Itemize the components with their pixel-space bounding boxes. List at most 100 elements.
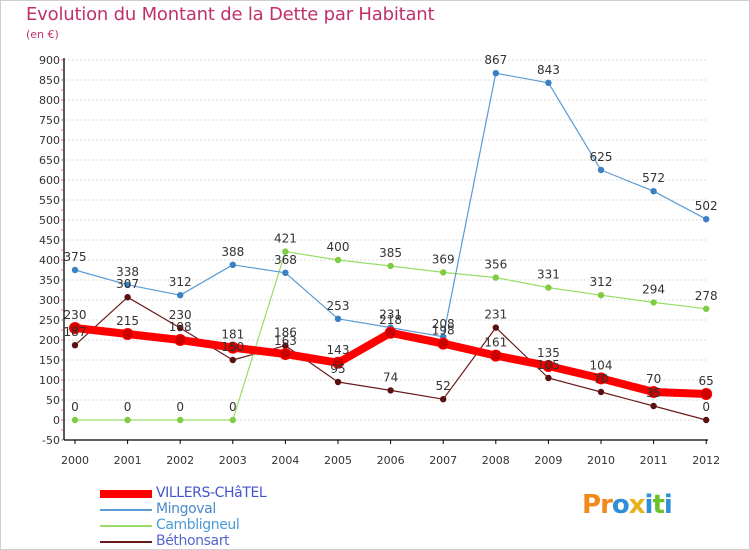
y-tick-label: 400 xyxy=(39,254,60,267)
data-point xyxy=(177,416,184,424)
data-label: 253 xyxy=(327,299,350,313)
data-point xyxy=(177,324,184,332)
y-tick-label: 800 xyxy=(39,94,60,107)
data-point xyxy=(545,79,552,87)
data-label: 215 xyxy=(116,314,139,328)
data-label: 502 xyxy=(695,199,718,213)
data-label: 150 xyxy=(221,340,244,354)
data-label: 0 xyxy=(124,400,132,414)
x-tick-label: 2007 xyxy=(429,454,457,467)
data-point xyxy=(387,387,394,394)
data-point xyxy=(492,70,499,77)
data-point xyxy=(545,374,552,382)
y-tick-label: -50 xyxy=(42,434,60,447)
x-tick-label: 2010 xyxy=(587,454,615,467)
logo-letter: t xyxy=(652,490,664,520)
data-point xyxy=(440,396,447,403)
y-tick-label: 850 xyxy=(39,74,60,87)
y-tick-label: 50 xyxy=(46,394,60,407)
data-point xyxy=(334,378,342,386)
data-point xyxy=(492,274,499,281)
logo-letter: r xyxy=(600,490,613,520)
data-point xyxy=(650,299,657,306)
y-tick-label: 500 xyxy=(39,214,60,227)
x-tick-label: 2006 xyxy=(377,454,405,467)
data-point xyxy=(226,341,239,354)
data-label: 187 xyxy=(64,325,87,339)
data-point xyxy=(282,269,289,276)
data-label: 198 xyxy=(169,320,192,334)
legend-swatch xyxy=(100,541,152,543)
data-label: 867 xyxy=(484,53,507,67)
y-tick-labels: -50 0 50 100 150 200 250 300 350 400 450 500 550 600 6… xyxy=(39,54,60,447)
data-label: 278 xyxy=(695,289,718,303)
data-point xyxy=(282,248,289,255)
data-label: 400 xyxy=(327,240,350,254)
data-label: 70 xyxy=(646,372,661,386)
data-point xyxy=(124,416,131,424)
data-label: 231 xyxy=(484,308,507,322)
data-point xyxy=(647,386,660,398)
data-point xyxy=(492,324,499,331)
data-point xyxy=(71,416,79,424)
legend-label: VILLERS-CHâTEL xyxy=(156,485,267,501)
legend-swatch xyxy=(100,490,152,498)
data-label: 135 xyxy=(537,346,560,360)
data-point xyxy=(229,356,236,364)
data-label: 104 xyxy=(590,358,613,372)
data-label: 338 xyxy=(116,265,139,279)
data-point xyxy=(174,334,187,346)
data-point xyxy=(124,281,131,288)
data-point xyxy=(229,261,236,268)
data-label: 35 xyxy=(646,386,661,400)
x-tick-label: 2004 xyxy=(271,454,299,467)
legend-label: Mingoval xyxy=(156,501,216,517)
data-point xyxy=(437,337,450,350)
data-label: 388 xyxy=(221,245,244,259)
data-point xyxy=(703,216,710,223)
x-tick-label: 2012 xyxy=(692,454,720,467)
logo-letter: i xyxy=(663,490,673,520)
chart-title: Evolution du Montant de la Dette par Hab… xyxy=(26,4,435,25)
x-tick-label: 2002 xyxy=(166,454,194,467)
legend-label: Cambligneul xyxy=(156,517,240,533)
data-label: 368 xyxy=(274,253,297,267)
data-point xyxy=(542,360,555,372)
data-point xyxy=(332,356,344,369)
y-tick-label: 750 xyxy=(39,114,60,127)
data-point xyxy=(703,416,710,424)
data-label: 163 xyxy=(274,334,297,348)
data-point xyxy=(545,284,552,291)
data-label: 161 xyxy=(484,336,507,350)
data-label: 181 xyxy=(221,328,244,342)
data-label: 218 xyxy=(379,313,402,327)
data-point xyxy=(597,388,605,396)
data-label: 198 xyxy=(432,324,455,338)
x-tick-label: 2003 xyxy=(219,454,247,467)
data-label: 307 xyxy=(116,277,139,291)
data-label: 312 xyxy=(590,275,613,289)
data-label: 65 xyxy=(699,374,714,388)
data-label: 375 xyxy=(64,250,87,264)
x-tick-label: 2001 xyxy=(114,454,142,467)
x-tick-label: 2008 xyxy=(482,454,510,467)
data-label: 143 xyxy=(327,343,350,357)
data-point xyxy=(595,372,607,385)
data-label: 70 xyxy=(593,372,608,386)
y-tick-label: 650 xyxy=(39,154,60,167)
data-label: 625 xyxy=(590,150,613,164)
y-tick-label: 100 xyxy=(39,374,60,387)
data-point xyxy=(440,269,447,276)
y-tick-label: 450 xyxy=(39,234,60,247)
data-label: 0 xyxy=(176,400,184,414)
data-point xyxy=(121,328,134,340)
data-point xyxy=(489,349,502,362)
data-label: 421 xyxy=(274,232,297,246)
data-label: 0 xyxy=(702,400,710,414)
y-tick-label: 600 xyxy=(39,174,60,187)
logo-letter: x xyxy=(628,490,646,520)
data-label: 52 xyxy=(436,379,451,393)
